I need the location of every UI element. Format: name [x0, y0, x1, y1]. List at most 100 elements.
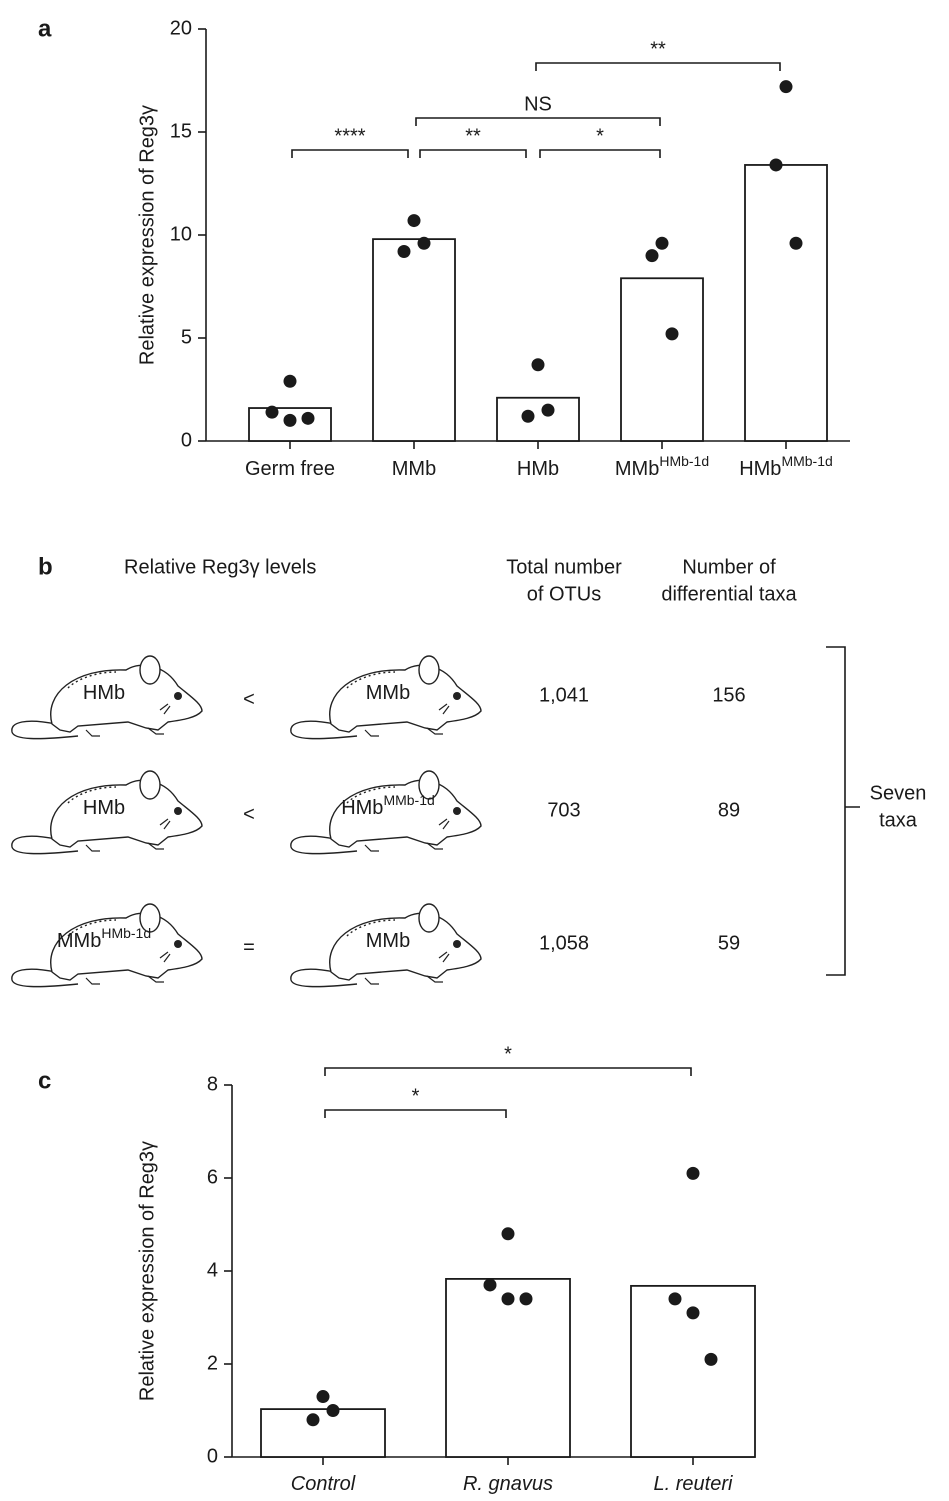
x-tick-label: Germ free	[245, 458, 335, 480]
y-tick-label: 20	[170, 17, 192, 39]
data-point	[655, 236, 669, 250]
data-point	[779, 80, 793, 94]
y-tick-label: 5	[181, 326, 192, 348]
y-tick-label: 8	[207, 1073, 218, 1095]
bar	[260, 1408, 386, 1458]
significance-label: *	[412, 1085, 420, 1107]
mouse-label: HMbMMb-1d	[341, 792, 435, 820]
data-point	[483, 1278, 497, 1292]
significance-bracket	[419, 149, 527, 158]
mouse-label-main: MMb	[57, 930, 101, 952]
mouse-label: HMb	[83, 682, 125, 704]
y-tick-label: 10	[170, 223, 192, 245]
x-tick-label: R. gnavus	[463, 1473, 553, 1495]
table-bracket	[826, 646, 860, 976]
y-tick-label: 4	[207, 1259, 218, 1281]
x-tick-label: Control	[291, 1473, 356, 1495]
comparison: <	[243, 803, 255, 825]
data-point	[645, 249, 659, 263]
x-tick-label-main: HMb	[517, 458, 559, 480]
significance-label: ****	[334, 125, 365, 147]
otu-count: 1,058	[539, 932, 589, 954]
mouse-label: MMbHMb-1d	[57, 925, 151, 953]
data-point	[686, 1306, 700, 1320]
data-point	[301, 411, 315, 425]
mouse-icon	[11, 903, 203, 988]
x-tick-label-main: MMb	[392, 458, 436, 480]
y-tick-label: 15	[170, 120, 192, 142]
y-axis-label: Relative expression of Reg3γ	[136, 105, 158, 365]
x-tick-label: L. reuteri	[654, 1473, 733, 1495]
significance-bracket	[324, 1067, 692, 1076]
data-point	[686, 1166, 700, 1180]
table-header: Number of	[682, 556, 776, 578]
data-point	[789, 236, 803, 250]
taxa-count: 156	[712, 684, 745, 706]
panel-label: c	[38, 1067, 51, 1094]
significance-bracket	[535, 62, 781, 71]
bar	[620, 277, 704, 442]
x-tick-label-superscript: MMb-1d	[781, 453, 832, 469]
data-point	[501, 1292, 515, 1306]
y-tick-label: 0	[207, 1445, 218, 1467]
bar	[496, 396, 580, 442]
data-point	[316, 1390, 330, 1404]
comparison: <	[243, 688, 255, 710]
significance-bracket	[291, 149, 409, 158]
table-header: differential taxa	[661, 583, 797, 605]
data-point	[501, 1227, 515, 1241]
data-point	[283, 374, 297, 388]
data-point	[531, 358, 545, 372]
x-tick-label-main: HMb	[739, 458, 781, 480]
data-point	[769, 158, 783, 172]
bar	[372, 238, 456, 442]
mouse-label: HMb	[83, 797, 125, 819]
data-point	[665, 327, 679, 341]
data-point	[283, 413, 297, 427]
otu-count: 703	[547, 799, 580, 821]
y-tick-label: 6	[207, 1166, 218, 1188]
comparison: =	[243, 936, 255, 958]
significance-label: *	[596, 125, 604, 147]
significance-label: **	[465, 125, 481, 147]
data-point	[326, 1404, 340, 1417]
x-tick-label-main: Germ free	[245, 458, 335, 480]
significance-label: *	[504, 1043, 512, 1065]
mouse-label-main: MMb	[366, 930, 410, 952]
data-point	[519, 1292, 533, 1306]
data-point	[306, 1413, 320, 1427]
mouse-label-main: HMb	[83, 797, 125, 819]
significance-label: **	[650, 38, 666, 60]
significance-bracket	[324, 1109, 507, 1118]
x-tick-label-superscript: HMb-1d	[659, 453, 709, 469]
x-tick-label: MMb	[392, 458, 436, 480]
bracket-label: Seven	[870, 782, 927, 804]
data-point	[704, 1352, 718, 1366]
y-axis-label: Relative expression of Reg3γ	[136, 1141, 158, 1401]
mouse-label-main: HMb	[83, 682, 125, 704]
mouse-label-superscript: MMb-1d	[383, 792, 434, 808]
x-tick-label-main: R. gnavus	[463, 1473, 553, 1495]
data-point	[407, 214, 421, 228]
mouse-label: MMb	[366, 682, 410, 704]
bracket-label: taxa	[879, 809, 918, 831]
bar	[744, 164, 828, 442]
data-point	[521, 409, 535, 423]
significance-bracket	[415, 117, 661, 126]
y-tick-label: 0	[181, 429, 192, 451]
significance-label: NS	[524, 93, 552, 115]
mouse-icon	[290, 770, 482, 855]
mouse-label-superscript: HMb-1d	[101, 925, 151, 941]
data-point	[541, 403, 555, 417]
table-header: Total number	[506, 556, 622, 578]
mouse-label-main: MMb	[366, 682, 410, 704]
data-point	[668, 1292, 682, 1306]
table-header: of OTUs	[527, 583, 601, 605]
taxa-count: 59	[718, 932, 740, 954]
x-tick-label: HMb	[517, 458, 559, 480]
data-point	[265, 405, 279, 419]
y-tick-label: 2	[207, 1352, 218, 1374]
x-tick-label-main: Control	[291, 1473, 356, 1495]
x-tick-label-main: L. reuteri	[654, 1473, 733, 1495]
